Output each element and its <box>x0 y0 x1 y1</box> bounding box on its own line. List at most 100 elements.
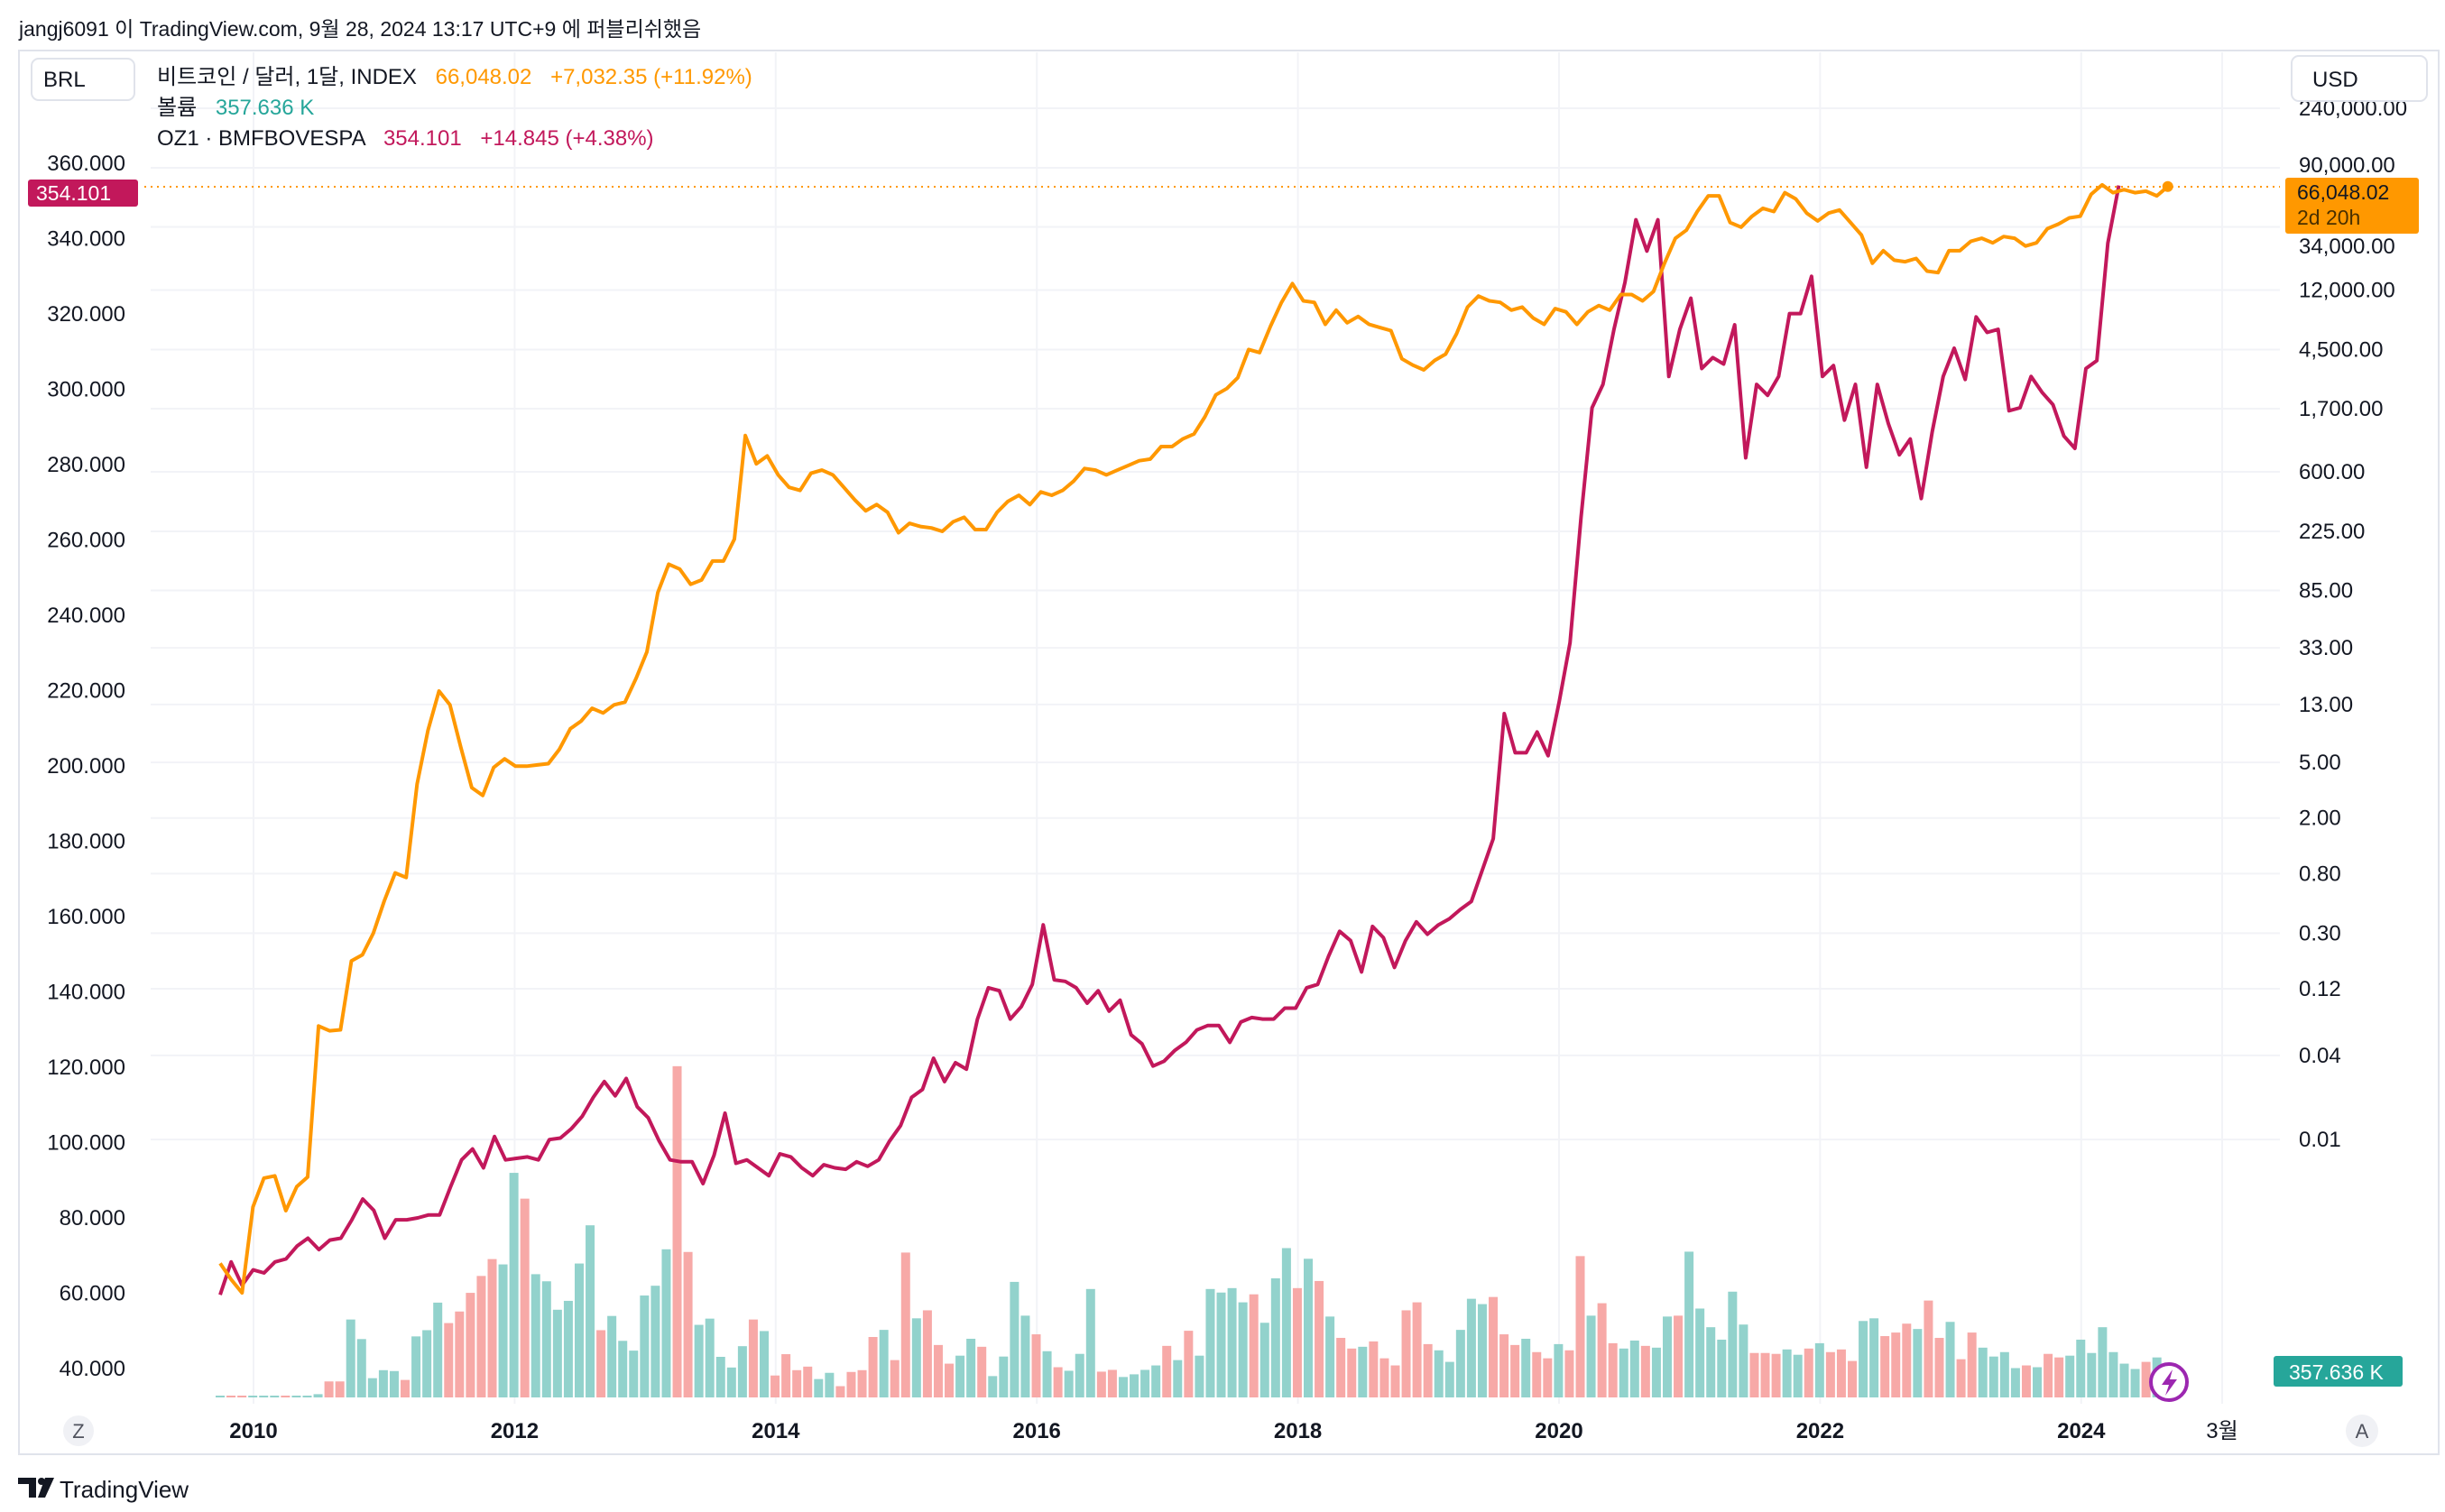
volume-bar <box>563 1300 573 1397</box>
volume-bar <box>1739 1324 1748 1397</box>
volume-bar <box>1227 1287 1237 1397</box>
volume-bar <box>1859 1321 1868 1397</box>
volume-bar <box>1184 1331 1194 1397</box>
left-axis-tick: 100.000 <box>47 1131 125 1156</box>
volume-bar <box>401 1379 411 1397</box>
right-axis-tick: 4,500.00 <box>2299 337 2383 362</box>
volume-bar <box>1848 1360 1857 1397</box>
volume-bar <box>1640 1345 1650 1397</box>
volume-bar <box>237 1396 247 1397</box>
legend-volume-row[interactable]: 볼륨 357.636 K <box>157 96 314 120</box>
grid-lines <box>151 52 2280 1404</box>
volume-bar <box>683 1251 693 1397</box>
volume-bar <box>1140 1369 1150 1397</box>
volume-bar <box>574 1263 584 1397</box>
volume-bar <box>2130 1369 2140 1397</box>
volume-bar <box>367 1378 377 1397</box>
time-axis-tick: 2014 <box>752 1419 800 1443</box>
volume-bar <box>1216 1292 1226 1397</box>
volume-bar <box>650 1286 660 1397</box>
lightning-icon[interactable] <box>2149 1362 2189 1402</box>
volume-bar <box>1281 1248 1291 1397</box>
volume-bar <box>1434 1350 1444 1397</box>
volume-bar <box>1836 1349 1846 1397</box>
right-axis-tick: 2.00 <box>2299 807 2341 831</box>
right-axis-tick: 0.12 <box>2299 977 2341 1001</box>
volume-bar <box>2010 1368 2020 1397</box>
volume-bar <box>781 1354 791 1397</box>
volume-bar <box>509 1173 519 1397</box>
left-axis-tick: 280.000 <box>47 453 125 477</box>
volume-bar <box>324 1381 334 1397</box>
legend-main-row[interactable]: 비트코인 / 달러, 1달, INDEX 66,048.02 +7,032.35… <box>157 65 752 89</box>
volume-bar <box>1793 1354 1803 1397</box>
left-price-axis[interactable]: 360.000 340.000 320.000 300.000 280.000 260.0… <box>47 152 125 1381</box>
right-axis-tick: 1,700.00 <box>2299 397 2383 421</box>
volume-bar <box>2098 1327 2108 1397</box>
left-currency-button[interactable]: BRL <box>31 58 135 101</box>
volume-bar <box>1674 1315 1684 1397</box>
volume-bar <box>356 1339 366 1397</box>
volume-bar <box>1608 1342 1618 1397</box>
volume-bar <box>922 1310 932 1397</box>
volume-bar <box>618 1341 628 1397</box>
volume-bar <box>1010 1281 1020 1397</box>
volume-bar <box>1444 1361 1454 1397</box>
time-axis[interactable]: 2010 2012 2014 2016 2018 2020 2022 2024 3월 <box>229 1419 2237 1443</box>
zoom-button[interactable]: Z <box>63 1415 94 1446</box>
left-axis-tick: 120.000 <box>47 1056 125 1080</box>
volume-bar <box>444 1323 454 1397</box>
publish-caption: jangj6091 이 TradingView.com, 9월 28, 2024… <box>18 17 701 41</box>
volume-bar <box>248 1396 258 1397</box>
volume-bar <box>1053 1367 1063 1397</box>
zoom-button-label: Z <box>72 1420 84 1443</box>
left-axis-tick: 220.000 <box>47 679 125 704</box>
volume-bar <box>531 1274 540 1397</box>
volume-bar <box>1945 1322 1955 1397</box>
left-axis-tick: 320.000 <box>47 302 125 327</box>
volume-bar <box>1064 1370 1074 1397</box>
legend-compare-name: OZ1 · BMFBOVESPA <box>157 126 366 151</box>
volume-bar <box>433 1302 443 1397</box>
volume-bar <box>1913 1329 1923 1397</box>
volume-bar <box>1532 1351 1542 1397</box>
legend-compare-row[interactable]: OZ1 · BMFBOVESPA 354.101 +14.845 (+4.38%… <box>157 126 654 151</box>
tradingview-logo-icon <box>18 1478 54 1498</box>
volume-bar <box>933 1344 943 1397</box>
volume-bar <box>1880 1336 1890 1397</box>
volume-bar <box>868 1337 878 1397</box>
left-axis-tick: 200.000 <box>47 754 125 779</box>
volume-bar <box>1956 1359 1966 1397</box>
countdown-text: 2d 20h <box>2297 206 2360 229</box>
volume-bar <box>2054 1357 2064 1397</box>
time-axis-tick: 2022 <box>1796 1419 1844 1443</box>
btc-last-point <box>2162 180 2173 192</box>
volume-bar <box>259 1396 269 1397</box>
volume-bar <box>1455 1330 1465 1397</box>
auto-scale-button[interactable]: A <box>2346 1415 2378 1447</box>
legend-main-change: +7,032.35 (+11.92%) <box>550 65 752 89</box>
volume-bar <box>1205 1288 1215 1397</box>
volume-bar <box>1902 1323 1912 1397</box>
volume-bar <box>1292 1287 1302 1397</box>
right-currency-button[interactable]: USD <box>2291 55 2428 102</box>
volume-bar <box>2108 1351 2118 1397</box>
tradingview-logo[interactable]: TradingView <box>18 1476 189 1503</box>
volume-bar <box>1379 1358 1389 1397</box>
right-axis-tick: 13.00 <box>2299 693 2353 717</box>
volume-bar <box>476 1276 486 1397</box>
volume-bar <box>1543 1358 1553 1397</box>
volume-bar <box>552 1309 562 1397</box>
legend-main-price: 66,048.02 <box>436 65 532 89</box>
volume-bar <box>1629 1340 1639 1397</box>
right-axis-tick: 90,000.00 <box>2299 153 2395 178</box>
volume-bar <box>2119 1363 2129 1397</box>
left-axis-tick: 180.000 <box>47 830 125 854</box>
volume-bar <box>389 1370 399 1397</box>
right-axis-tick: 0.04 <box>2299 1044 2341 1068</box>
volume-bar <box>900 1252 910 1397</box>
volume-bar <box>1477 1304 1487 1397</box>
volume-bar <box>1489 1296 1499 1397</box>
volume-bar <box>1510 1344 1520 1397</box>
